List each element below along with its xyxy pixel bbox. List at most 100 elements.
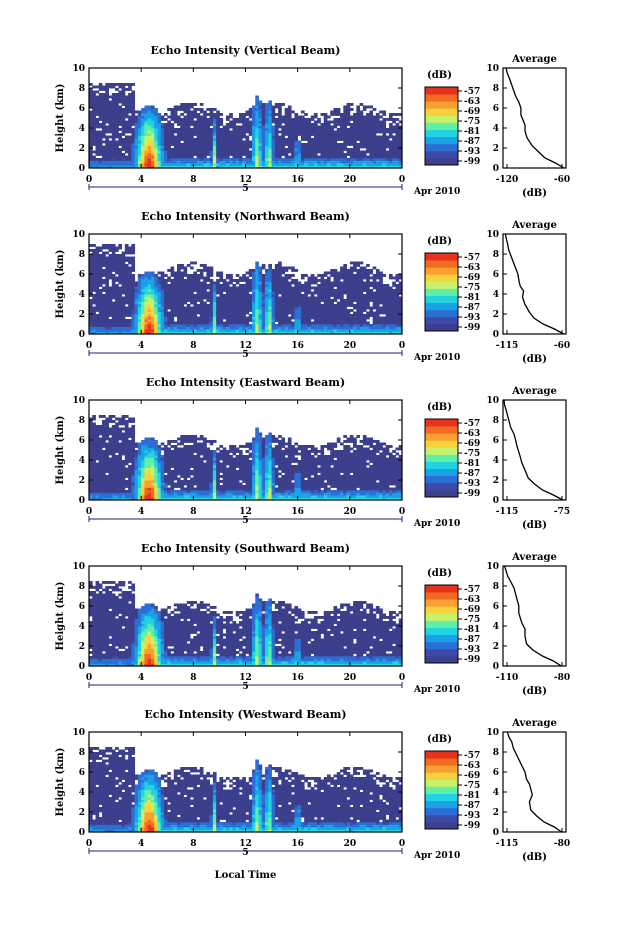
x-tick-label: 0: [86, 839, 92, 849]
colorbar-segment: [425, 758, 458, 766]
colorbar-segment: [425, 620, 458, 628]
colorbar-tick-label: -93: [464, 147, 480, 157]
x-tick-label: 12: [239, 673, 252, 683]
chart-panel-4: Echo Intensity (Southward Beam) 0 2 4 6 8 10 He…: [55, 542, 570, 697]
profile-line: [503, 565, 562, 667]
colorbar-segment: [425, 115, 458, 123]
x-tick-label: 4: [138, 839, 144, 849]
colorbar-segment: [425, 772, 458, 780]
colorbar-tick-label: -93: [464, 811, 480, 821]
colorbar-tick-label: -69: [464, 273, 480, 283]
x-tick-label: 20: [344, 839, 357, 849]
y-tick-label: 4: [79, 290, 85, 300]
chart-title: Echo Intensity (Westward Beam): [144, 708, 346, 721]
colorbar-tick-label: -81: [464, 791, 480, 801]
profile-y-tick-label: 4: [493, 456, 499, 466]
date-label: Apr 2010: [413, 519, 460, 529]
y-axis-label: Height (km): [55, 416, 66, 485]
profile-y-tick-label: 10: [486, 562, 499, 572]
profile-y-tick-label: 6: [493, 436, 499, 446]
x-tick-label: 4: [138, 507, 144, 517]
colorbar-segment: [425, 157, 458, 166]
colorbar-tick-label: -69: [464, 107, 480, 117]
date-day-label: 5: [242, 350, 248, 360]
colorbar-segment: [425, 592, 458, 600]
x-tick-label: 12: [239, 341, 252, 351]
colorbar-segment: [425, 267, 458, 275]
x-tick-label: 4: [138, 673, 144, 683]
profile-frame: [502, 67, 567, 169]
colorbar-tick-label: -93: [464, 479, 480, 489]
profile-line: [504, 233, 565, 335]
colorbar-segment: [425, 108, 458, 116]
x-tick-label: 12: [239, 175, 252, 185]
profile-x-tick-label: -60: [554, 341, 570, 351]
profile-x-tick-label: -80: [554, 839, 570, 849]
profile-x-tick-label: -60: [554, 175, 570, 185]
date-day-label: 5: [242, 516, 248, 526]
colorbar-segment: [425, 433, 458, 441]
colorbar-segment: [425, 489, 458, 498]
x-tick-label: 4: [138, 341, 144, 351]
y-tick-label: 6: [79, 270, 85, 280]
y-tick-label: 0: [79, 496, 85, 506]
profile-title: Average: [511, 552, 557, 563]
chart-panel-1: Echo Intensity (Vertical Beam) 0 2 4 6 8 10 Hei…: [55, 44, 570, 199]
colorbar-segment: [425, 606, 458, 614]
profile-x-label: (dB): [522, 852, 547, 863]
colorbar-segment: [425, 751, 458, 759]
date-label: Apr 2010: [413, 187, 460, 197]
x-tick-label: 20: [344, 673, 357, 683]
y-axis-label: Height (km): [55, 84, 66, 153]
profile-y-tick-label: 2: [493, 808, 499, 818]
x-tick-label: 0: [86, 507, 92, 517]
x-tick-label: 0: [86, 673, 92, 683]
colorbar-segment: [425, 323, 458, 332]
colorbar-segment: [425, 641, 458, 650]
y-tick-label: 6: [79, 436, 85, 446]
profile-y-tick-label: 10: [486, 64, 499, 74]
colorbar-tick-label: -57: [464, 87, 480, 97]
colorbar-segment: [425, 468, 458, 477]
colorbar-segment: [425, 613, 458, 621]
heatmap-field: [89, 244, 403, 335]
profile-line: [503, 399, 564, 501]
colorbar-unit: (dB): [427, 402, 452, 413]
colorbar-segment: [425, 800, 458, 809]
x-tick-label: 8: [190, 673, 196, 683]
profile-x-tick-label: -110: [496, 673, 519, 683]
x-axis-label: Local Time: [215, 870, 277, 881]
colorbar-tick-label: -75: [464, 283, 480, 293]
colorbar-frame: [424, 86, 459, 166]
colorbar-segment: [425, 94, 458, 102]
heatmap-field: [89, 83, 403, 169]
profile-frame: [502, 399, 567, 501]
heatmap-field: [89, 415, 403, 501]
profile-y-tick-label: 6: [493, 270, 499, 280]
colorbar-segment: [425, 461, 458, 470]
profile-x-tick-label: -115: [496, 507, 519, 517]
x-tick-label: 0: [399, 507, 405, 517]
date-label: Apr 2010: [413, 851, 460, 861]
colorbar-unit: (dB): [427, 70, 452, 81]
y-tick-label: 2: [79, 144, 85, 154]
colorbar-frame: [424, 584, 459, 664]
colorbar-segment: [425, 253, 458, 261]
profile-y-tick-label: 8: [493, 84, 499, 94]
y-axis-label: Height (km): [55, 250, 66, 319]
profile-line: [506, 731, 562, 833]
colorbar-unit: (dB): [427, 236, 452, 247]
colorbar-tick-label: -99: [464, 655, 480, 665]
colorbar-tick-label: -57: [464, 585, 480, 595]
x-tick-label: 0: [399, 341, 405, 351]
x-tick-label: 16: [291, 341, 304, 351]
y-tick-label: 2: [79, 476, 85, 486]
colorbar-segment: [425, 136, 458, 145]
colorbar-frame: [424, 750, 459, 830]
profile-y-tick-label: 8: [493, 748, 499, 758]
colorbar-tick-label: -81: [464, 293, 480, 303]
colorbar-segment: [425, 765, 458, 773]
colorbar-tick-label: -57: [464, 751, 480, 761]
y-tick-label: 6: [79, 768, 85, 778]
profile-y-tick-label: 2: [493, 144, 499, 154]
